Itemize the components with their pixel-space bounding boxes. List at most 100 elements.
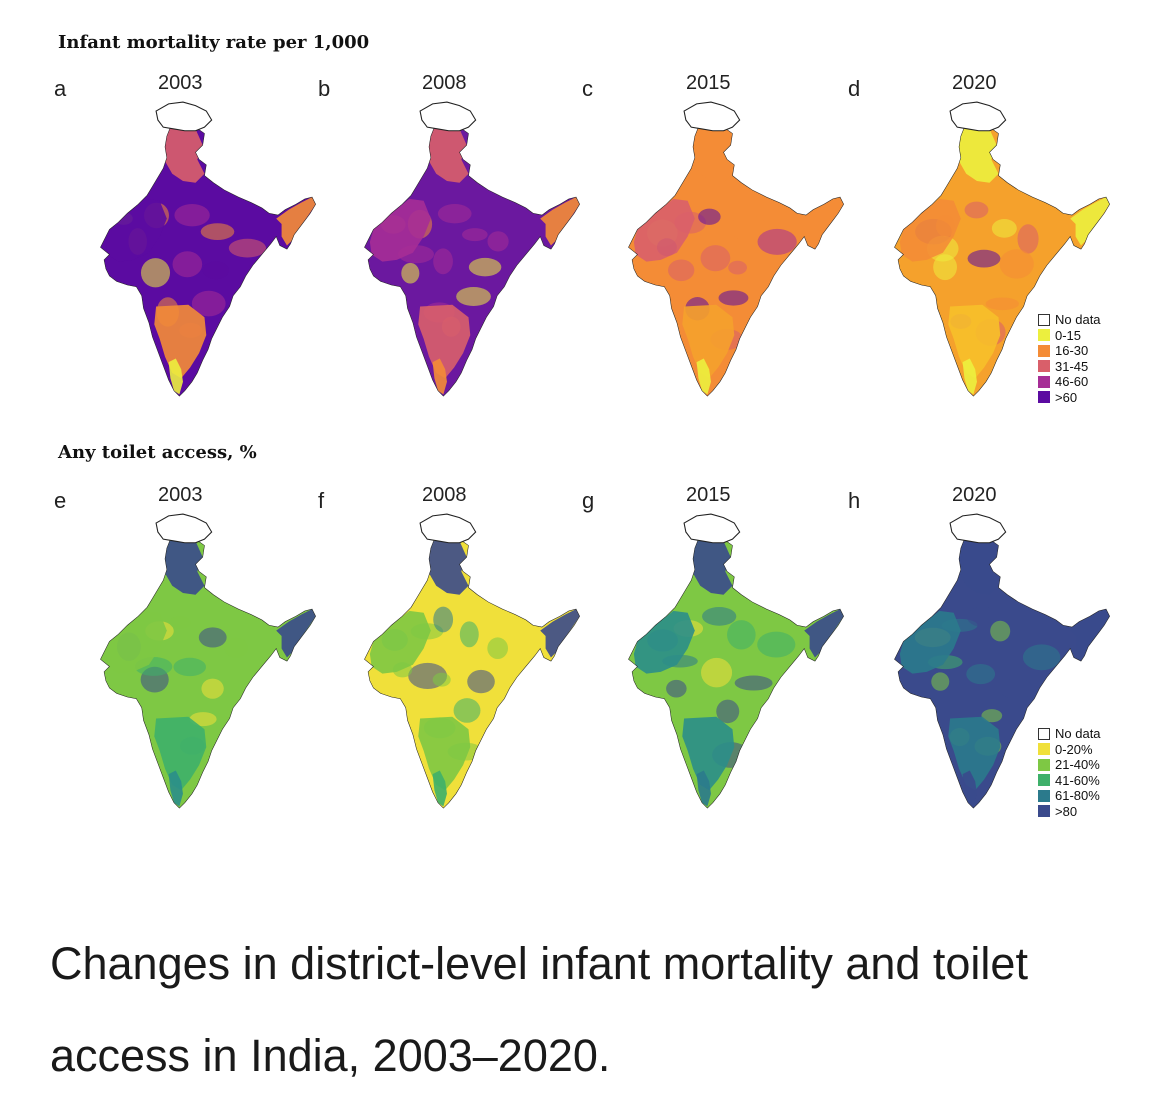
legend-swatch — [1038, 313, 1050, 326]
legend-item: 0-15 — [1038, 328, 1101, 344]
legend-label: 21-40% — [1055, 757, 1100, 773]
panel-year: 2015 — [686, 72, 731, 94]
district-cluster — [698, 208, 721, 225]
india-district-map — [100, 101, 316, 397]
legend-swatch — [1038, 743, 1050, 756]
region-south — [948, 716, 1001, 791]
legend-item: 46-60 — [1038, 374, 1101, 390]
district-cluster — [189, 712, 217, 727]
map-panel-f: f 2008 — [312, 482, 594, 842]
legend-label: 0-15 — [1055, 327, 1082, 343]
legend-swatch — [1038, 375, 1050, 388]
legend-item: No data — [1038, 312, 1101, 328]
district-cluster — [985, 297, 1019, 311]
district-cluster — [487, 637, 509, 660]
toilet-legend: No data 0-20% 21-40% 41-60% 61-80% >80 — [1038, 726, 1101, 819]
district-cluster — [700, 245, 731, 272]
district-cluster — [433, 248, 453, 275]
no-data-region — [155, 101, 213, 132]
district-cluster — [967, 249, 1001, 268]
region-north — [429, 540, 469, 595]
map-panel-a: a 2003 — [48, 70, 330, 430]
legend-item: 61-80% — [1038, 788, 1101, 804]
region-north — [165, 128, 205, 183]
panel-letter: g — [582, 488, 595, 513]
district-cluster — [140, 258, 171, 288]
region-nw — [899, 610, 961, 674]
region-coast — [696, 358, 711, 395]
region-south — [948, 304, 1001, 379]
region-north — [959, 540, 999, 595]
no-data-region — [683, 101, 741, 132]
district-cluster — [931, 672, 950, 691]
india-district-map — [100, 513, 316, 809]
legend-swatch — [1038, 329, 1050, 342]
country-outline — [100, 538, 316, 809]
legend-item: 0-20% — [1038, 742, 1101, 758]
district-cluster — [173, 657, 206, 677]
district-cluster — [728, 260, 747, 275]
district-cluster — [467, 669, 495, 694]
district-cluster — [456, 287, 491, 306]
region-coast — [168, 358, 183, 395]
no-data-region — [419, 101, 477, 132]
legend-label: 41-60% — [1055, 772, 1100, 788]
district-cluster — [174, 204, 210, 227]
legend-label: 0-20% — [1055, 741, 1093, 757]
region-ne — [804, 197, 844, 246]
region-nw — [633, 610, 695, 674]
panel-year: 2008 — [422, 72, 467, 94]
district-cluster — [702, 607, 737, 626]
region-north — [959, 128, 999, 183]
legend-label: 16-30 — [1055, 343, 1089, 359]
region-north — [165, 540, 205, 595]
region-south — [418, 716, 471, 791]
legend-label: 46-60 — [1055, 374, 1089, 390]
panel-letter: h — [848, 488, 861, 513]
region-nw — [105, 198, 167, 262]
region-north — [693, 128, 733, 183]
country-outline — [894, 538, 1110, 809]
region-north — [693, 540, 733, 595]
region-south — [418, 304, 471, 379]
india-district-map — [894, 101, 1110, 397]
country-outline — [894, 126, 1110, 397]
district-cluster — [437, 204, 472, 224]
region-ne — [1070, 197, 1110, 246]
country-shape — [628, 539, 844, 809]
legend-item: 41-60% — [1038, 773, 1101, 789]
toilet-section-title: Any toilet access, % — [58, 442, 257, 463]
panel-letter: a — [54, 76, 67, 101]
region-nw — [633, 198, 695, 262]
district-cluster — [433, 606, 454, 633]
legend-item: No data — [1038, 726, 1101, 742]
country-outline — [628, 538, 844, 809]
district-cluster — [999, 249, 1034, 279]
district-cluster — [734, 675, 773, 691]
region-nw — [105, 610, 167, 674]
district-cluster — [432, 672, 451, 687]
district-cluster — [727, 620, 756, 650]
imr-section-title: Infant mortality rate per 1,000 — [58, 32, 370, 53]
india-district-map — [364, 101, 580, 397]
panel-year: 2020 — [952, 72, 997, 94]
legend-swatch — [1038, 758, 1050, 771]
legend-swatch — [1038, 774, 1050, 787]
panel-letter: d — [848, 76, 861, 101]
district-cluster — [172, 251, 203, 278]
district-cluster — [202, 261, 229, 280]
district-cluster — [459, 621, 479, 648]
district-cluster — [967, 606, 999, 627]
india-district-map — [364, 513, 580, 809]
district-cluster — [487, 231, 509, 252]
district-cluster — [668, 259, 695, 282]
map-panel-h: h 2020 — [842, 482, 1124, 842]
legend-label: No data — [1055, 726, 1101, 742]
region-south — [154, 304, 207, 379]
india-district-map — [628, 513, 844, 809]
map-panel-g: g 2015 — [576, 482, 858, 842]
no-data-region — [949, 513, 1007, 544]
district-cluster — [169, 615, 191, 629]
region-nw — [899, 198, 961, 262]
district-cluster — [999, 678, 1034, 699]
